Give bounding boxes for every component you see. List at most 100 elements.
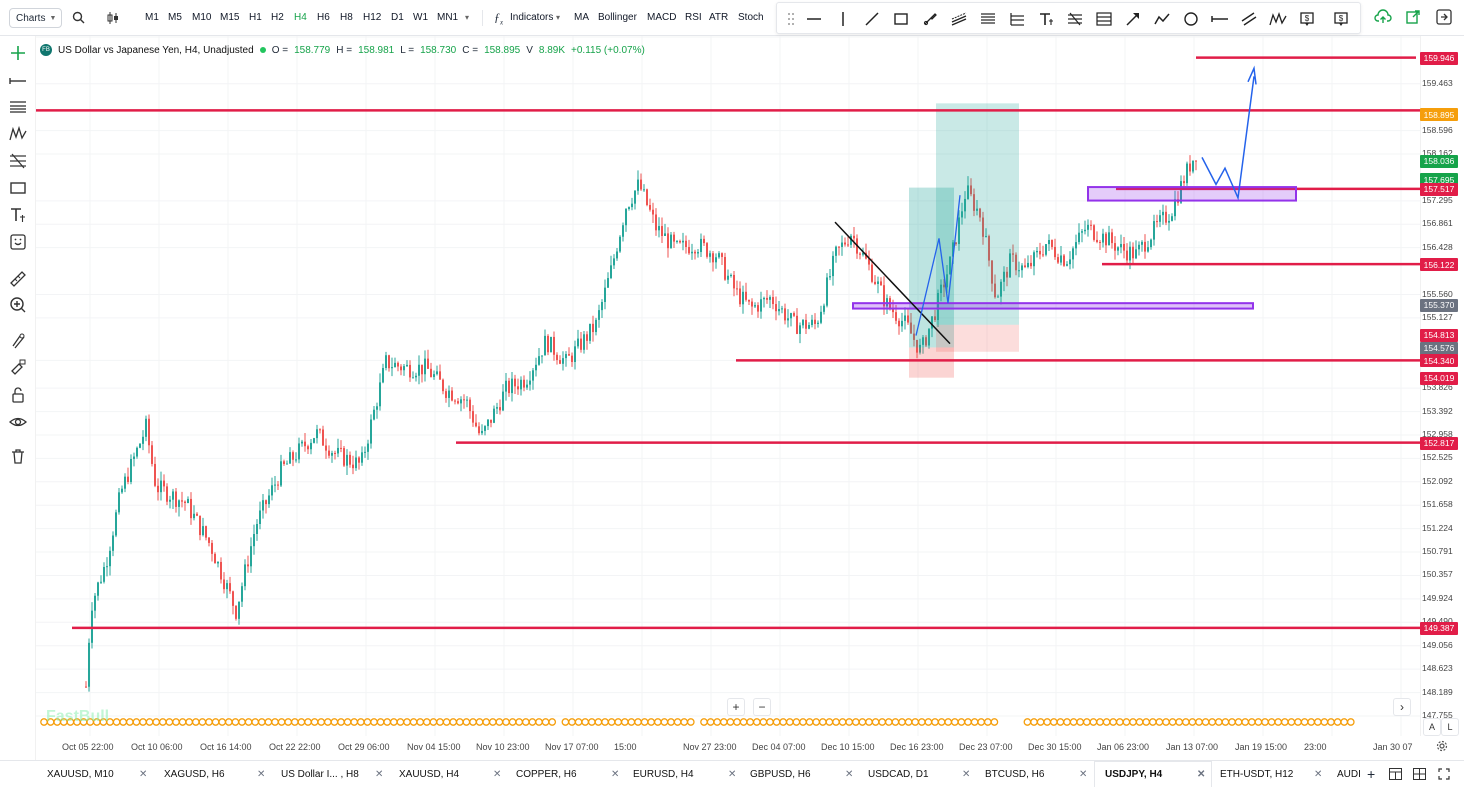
tab-xauusd-h4[interactable]: XAUUSD, H4 ✕ xyxy=(390,761,508,787)
drag-handle-icon[interactable] xyxy=(781,9,801,29)
close-icon[interactable]: ✕ xyxy=(1197,769,1206,780)
tab-btcusd-h6[interactable]: BTCUSD, H6 ✕ xyxy=(977,761,1094,787)
cloud-save-icon[interactable] xyxy=(1374,8,1392,26)
settings-gear-icon[interactable] xyxy=(1436,740,1448,752)
close-icon[interactable]: ✕ xyxy=(611,768,620,780)
tf-m10[interactable]: M10 xyxy=(192,12,212,23)
ruler-icon[interactable] xyxy=(9,270,27,288)
tab-usdollar-index-h8[interactable]: US Dollar I... , H8 ✕ xyxy=(272,761,390,787)
add-tab-icon[interactable]: + xyxy=(1367,766,1376,782)
indicator-ma[interactable]: MA xyxy=(574,12,589,23)
charts-menu-button[interactable]: Charts ▼ xyxy=(9,8,62,28)
emoji-icon[interactable] xyxy=(9,233,27,251)
indicator-bollinger[interactable]: Bollinger xyxy=(598,12,637,23)
tf-h4[interactable]: H4 xyxy=(294,12,307,23)
expand-icon[interactable] xyxy=(1438,768,1450,780)
trash-icon[interactable] xyxy=(9,447,27,465)
share-icon[interactable] xyxy=(1404,8,1422,26)
lock-drawing-icon[interactable] xyxy=(9,358,27,376)
layout-icon[interactable] xyxy=(1389,768,1402,780)
close-icon[interactable]: ✕ xyxy=(257,768,266,780)
unlock-icon[interactable] xyxy=(9,386,27,404)
circle-icon[interactable] xyxy=(1181,9,1201,29)
magnet-icon[interactable] xyxy=(9,332,27,350)
tab-eth-usdt-h12[interactable]: ETH-USDT, H12 ✕ xyxy=(1212,761,1330,787)
tf-w1[interactable]: W1 xyxy=(413,12,428,23)
trend-line-icon[interactable] xyxy=(862,9,882,29)
price-chart[interactable] xyxy=(36,36,1420,736)
auto-scale-button[interactable]: A xyxy=(1423,718,1441,736)
indicators-button[interactable]: Indicators xyxy=(510,12,554,23)
close-icon[interactable]: ✕ xyxy=(962,768,971,780)
indicator-macd[interactable]: MACD xyxy=(647,12,677,23)
candle-type-icon[interactable] xyxy=(105,10,121,26)
tf-h12[interactable]: H12 xyxy=(363,12,382,23)
search-icon[interactable] xyxy=(72,11,85,24)
close-icon[interactable]: ✕ xyxy=(1079,768,1088,780)
symbol-title[interactable]: US Dollar vs Japanese Yen, H4, Unadjuste… xyxy=(58,44,254,56)
zoom-in-icon[interactable] xyxy=(9,296,27,314)
tf-h1[interactable]: H1 xyxy=(249,12,262,23)
brush-icon[interactable] xyxy=(920,9,940,29)
log-scale-button[interactable]: L xyxy=(1441,718,1459,736)
zoom-out-button[interactable]: − xyxy=(753,698,771,716)
close-icon[interactable]: ✕ xyxy=(845,768,854,780)
tf-h6[interactable]: H6 xyxy=(317,12,330,23)
eye-icon[interactable] xyxy=(9,413,27,431)
date-range-icon[interactable]: $ xyxy=(1331,9,1351,29)
candle-body xyxy=(199,515,201,536)
tf-h2[interactable]: H2 xyxy=(271,12,284,23)
arrow-icon[interactable] xyxy=(1123,9,1143,29)
fib-levels-icon[interactable] xyxy=(9,98,27,116)
wave-pattern-icon[interactable] xyxy=(9,125,27,143)
path-icon[interactable] xyxy=(1152,9,1172,29)
tf-m1[interactable]: M1 xyxy=(145,12,159,23)
candle-body xyxy=(736,288,738,290)
tf-m5[interactable]: M5 xyxy=(168,12,182,23)
tab-eurusd-h4[interactable]: EURUSD, H4 ✕ xyxy=(626,761,743,787)
fib-extension-icon[interactable] xyxy=(1007,9,1027,29)
ray-icon[interactable] xyxy=(1210,9,1230,29)
price-axis[interactable] xyxy=(1420,36,1464,736)
fullscreen-icon[interactable] xyxy=(1435,8,1453,26)
price-range-icon[interactable]: $ xyxy=(1297,9,1317,29)
horizontal-ray-icon[interactable] xyxy=(9,72,27,90)
fib-retracement-icon[interactable] xyxy=(978,9,998,29)
gann-fan-icon[interactable] xyxy=(1094,9,1114,29)
indicator-atr[interactable]: ATR xyxy=(709,12,729,23)
vertical-line-icon[interactable] xyxy=(833,9,853,29)
indicator-stoch[interactable]: Stoch xyxy=(738,12,764,23)
horizontal-line-icon[interactable] xyxy=(804,9,824,29)
tf-mn1[interactable]: MN1 xyxy=(437,12,459,23)
parallel-channel-icon[interactable] xyxy=(949,9,969,29)
tab-xagusd-h6[interactable]: XAGUSD, H6 ✕ xyxy=(154,761,272,787)
close-icon[interactable]: ✕ xyxy=(1314,768,1323,780)
tf-h8[interactable]: H8 xyxy=(340,12,353,23)
timeframe-more-icon[interactable]: ▾ xyxy=(465,13,470,22)
elliott-wave-icon[interactable] xyxy=(1268,9,1288,29)
tab-usdcad-d1[interactable]: USDCAD, D1 ✕ xyxy=(860,761,977,787)
gann-box-icon[interactable] xyxy=(9,152,27,170)
tab-xauusd-m10[interactable]: XAUUSD, M10 ✕ xyxy=(36,761,154,787)
rectangle-tool-icon[interactable] xyxy=(9,179,27,197)
tab-audi-truncated[interactable]: AUDI xyxy=(1330,761,1362,787)
scroll-right-button[interactable]: › xyxy=(1393,698,1411,716)
grid-layout-icon[interactable] xyxy=(1413,768,1426,780)
tab-usdjpy-h4[interactable]: USDJPY, H4 ✕ xyxy=(1094,761,1212,787)
zoom-in-button[interactable]: + xyxy=(727,698,745,716)
crosshair-icon[interactable] xyxy=(9,44,27,62)
text-icon[interactable] xyxy=(9,206,27,224)
tf-m15[interactable]: M15 xyxy=(220,12,240,23)
close-icon[interactable]: ✕ xyxy=(375,768,384,780)
pitchfork-icon[interactable] xyxy=(1065,9,1085,29)
text-tool-icon[interactable] xyxy=(1036,9,1056,29)
double-line-icon[interactable] xyxy=(1239,9,1259,29)
indicator-rsi[interactable]: RSI xyxy=(685,12,702,23)
tab-gbpusd-h6[interactable]: GBPUSD, H6 ✕ xyxy=(743,761,860,787)
close-icon[interactable]: ✕ xyxy=(493,768,502,780)
tab-copper-h6[interactable]: COPPER, H6 ✕ xyxy=(508,761,626,787)
close-icon[interactable]: ✕ xyxy=(728,768,737,780)
rectangle-icon[interactable] xyxy=(891,9,911,29)
tf-d1[interactable]: D1 xyxy=(391,12,404,23)
close-icon[interactable]: ✕ xyxy=(139,768,148,780)
